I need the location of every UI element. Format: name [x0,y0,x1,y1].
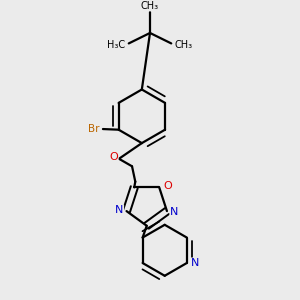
Text: CH₃: CH₃ [141,1,159,11]
Text: CH₃: CH₃ [175,40,193,50]
Text: N: N [191,258,199,268]
Text: O: O [163,181,172,191]
Text: N: N [115,205,124,215]
Text: Br: Br [88,124,100,134]
Text: H₃C: H₃C [107,40,125,50]
Text: O: O [109,152,118,162]
Text: N: N [170,207,178,217]
